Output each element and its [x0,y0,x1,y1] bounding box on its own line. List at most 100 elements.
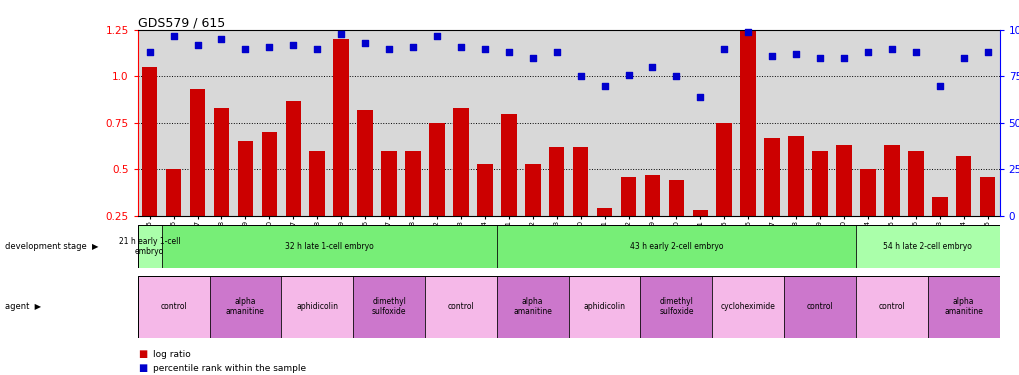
Text: control: control [160,302,186,311]
Bar [496,225,855,268]
Text: control: control [806,302,833,311]
Bar [237,141,253,262]
Bar [309,151,325,262]
Text: ■: ■ [138,350,147,359]
Bar [477,164,492,262]
Point [261,44,277,50]
Point [428,33,444,39]
Text: control: control [447,302,474,311]
Bar [883,145,899,262]
Point [548,49,565,55]
Point [572,74,588,80]
Bar [788,136,803,262]
Text: percentile rank within the sample: percentile rank within the sample [153,364,306,373]
Bar [214,108,229,262]
Bar [261,132,277,262]
Bar [907,151,922,262]
Point [835,55,851,61]
Bar [525,164,540,262]
Bar [285,100,301,262]
Point [285,42,302,48]
Bar [548,147,564,262]
Text: alpha
amanitine: alpha amanitine [513,297,551,316]
Bar [711,276,784,338]
Point [380,46,396,52]
Bar [596,208,611,262]
Bar [811,151,827,262]
Bar [763,138,780,262]
Bar [859,169,875,262]
Point [882,46,899,52]
Bar [667,180,684,262]
Bar [138,225,161,268]
Bar [644,175,659,262]
Text: 21 h early 1-cell
embryо: 21 h early 1-cell embryо [119,237,180,256]
Point [237,46,254,52]
Text: alpha
amanitine: alpha amanitine [226,297,265,316]
Point [165,33,181,39]
Bar [955,156,970,262]
Point [333,31,350,37]
Point [142,49,158,55]
Point [405,44,421,50]
Point [452,44,469,50]
Text: alpha
amanitine: alpha amanitine [944,297,982,316]
Text: aphidicolin: aphidicolin [583,302,625,311]
Bar [715,123,732,262]
Point [811,55,827,61]
Bar [142,67,157,262]
Text: log ratio: log ratio [153,350,191,359]
Point [500,49,517,55]
Point [930,83,947,89]
Text: control: control [877,302,904,311]
Point [763,53,780,59]
Bar [621,177,636,262]
Point [524,55,540,61]
Bar [281,276,353,338]
Point [955,55,971,61]
Bar [855,225,999,268]
Point [907,49,923,55]
Point [740,29,756,35]
Bar [496,276,569,338]
Bar [569,276,640,338]
Text: 54 h late 2-cell embryo: 54 h late 2-cell embryo [882,242,971,251]
Bar [855,276,927,338]
Text: GDS579 / 615: GDS579 / 615 [138,17,225,30]
Text: aphidicolin: aphidicolin [296,302,338,311]
Point [667,74,684,80]
Bar [692,210,707,262]
Bar [931,197,947,262]
Bar [836,145,851,262]
Bar [425,276,496,338]
Point [715,46,732,52]
Bar [166,169,181,262]
Text: dimethyl
sulfoxide: dimethyl sulfoxide [658,297,693,316]
Bar [333,39,348,262]
Bar [500,114,516,262]
Bar [979,177,995,262]
Point [978,49,995,55]
Point [190,42,206,48]
Bar [784,276,855,338]
Bar [452,108,469,262]
Text: dimethyl
sulfoxide: dimethyl sulfoxide [372,297,406,316]
Bar [405,151,421,262]
Bar [740,30,755,262]
Point [476,46,492,52]
Point [596,83,612,89]
Point [859,49,875,55]
Text: 32 h late 1-cell embryo: 32 h late 1-cell embryo [284,242,373,251]
Point [644,64,660,70]
Bar [429,123,444,262]
Bar [353,276,425,338]
Point [357,40,373,46]
Text: 43 h early 2-cell embryo: 43 h early 2-cell embryo [629,242,722,251]
Text: development stage  ▶: development stage ▶ [5,242,99,251]
Point [309,46,325,52]
Point [787,51,803,57]
Point [213,36,229,42]
Bar [381,151,396,262]
Text: ■: ■ [138,363,147,373]
Text: cycloheximide: cycloheximide [720,302,774,311]
